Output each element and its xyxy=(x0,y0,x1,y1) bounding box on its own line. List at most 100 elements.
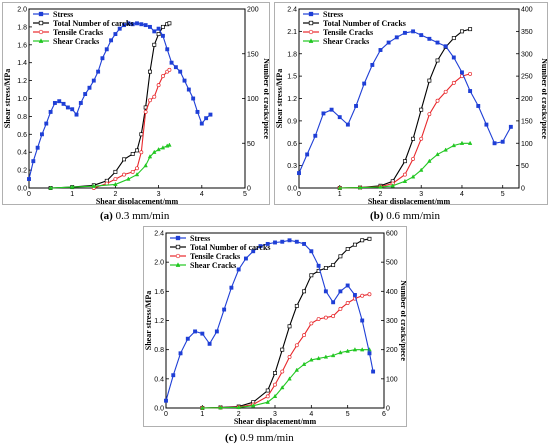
point-c-tensile-cracks-9 xyxy=(302,333,307,338)
point-c-tensile-cracks-15 xyxy=(345,301,350,305)
point-b-stress-21 xyxy=(468,89,473,93)
point-c-stress-7 xyxy=(214,329,219,334)
point-c-tensile-cracks-10 xyxy=(309,321,314,326)
point-a-stress-2 xyxy=(35,145,40,150)
point-b-total-number-of-cracks-8 xyxy=(435,58,440,63)
point-b-stress-14 xyxy=(411,29,416,34)
series-line-b-stress xyxy=(298,30,512,174)
legend-marker-b-0 xyxy=(308,11,314,17)
point-a-stress-29 xyxy=(152,29,157,34)
caption-b-letter: (b) xyxy=(370,210,384,222)
point-b-stress-22 xyxy=(476,104,481,108)
yl-tick-label-a-0: 0.0 xyxy=(17,186,27,193)
point-c-total-number-of-carcks-10 xyxy=(309,273,314,278)
point-a-stress-32 xyxy=(165,47,170,52)
point-b-shear-cracks-8 xyxy=(435,151,440,157)
point-c-shear-cracks-3 xyxy=(250,403,256,408)
series-line-a-total-number-of-carcks xyxy=(50,22,170,189)
point-a-total-number-of-carcks-15 xyxy=(167,21,172,26)
caption-c: (c) 0.9 mm/min xyxy=(225,432,294,444)
yr-tick-label-a-0: 0 xyxy=(247,186,251,193)
point-a-stress-36 xyxy=(182,78,187,83)
point-c-shear-cracks-11 xyxy=(316,355,321,361)
point-c-total-number-of-carcks-17 xyxy=(360,238,365,243)
point-b-total-number-of-cracks-12 xyxy=(468,27,473,32)
point-a-stress-17 xyxy=(100,56,105,61)
point-a-shear-cracks-9 xyxy=(156,146,161,152)
point-a-tensile-cracks-13 xyxy=(167,67,172,72)
point-a-shear-cracks-12 xyxy=(167,142,172,147)
point-b-stress-18 xyxy=(443,44,448,49)
yl-tick-label-c-1: 0.4 xyxy=(154,376,164,383)
yl-tick-label-c-5: 2.0 xyxy=(154,260,164,267)
point-b-total-number-of-cracks-4 xyxy=(402,159,407,164)
legend-marker-a-3 xyxy=(38,38,44,43)
point-c-tensile-cracks-5 xyxy=(273,382,277,387)
point-c-stress-14 xyxy=(265,241,270,246)
point-c-shear-cracks-15 xyxy=(345,348,350,353)
legend-marker-c-1 xyxy=(175,244,181,250)
x-tick-label-a-3: 3 xyxy=(157,191,161,198)
point-c-stress-0 xyxy=(164,398,168,403)
legend-label-c-0: Stress xyxy=(190,234,210,243)
yr-tick-label-a-3: 150 xyxy=(247,51,259,58)
point-a-stress-39 xyxy=(195,109,200,114)
yl-tick-label-b-5: 1.5 xyxy=(287,74,297,81)
point-a-stress-16 xyxy=(96,69,101,74)
point-a-total-number-of-carcks-7 xyxy=(135,148,139,153)
point-b-stress-1 xyxy=(305,152,310,157)
legend-marker-c-2 xyxy=(175,253,181,259)
x-tick-label-c-3: 3 xyxy=(273,411,277,418)
yl-tick-label-a-5: 1.0 xyxy=(17,96,27,103)
point-a-tensile-cracks-4 xyxy=(130,169,135,174)
point-b-tensile-cracks-6 xyxy=(419,136,424,141)
point-a-stress-5 xyxy=(48,109,53,114)
point-c-stress-26 xyxy=(352,293,357,297)
point-c-shear-cracks-8 xyxy=(294,367,300,372)
point-c-total-number-of-carcks-7 xyxy=(287,324,292,329)
point-c-tensile-cracks-12 xyxy=(323,315,328,320)
point-a-stress-9 xyxy=(65,105,70,110)
point-c-stress-8 xyxy=(222,307,227,312)
point-c-total-number-of-carcks-5 xyxy=(273,371,277,375)
point-c-total-number-of-carcks-9 xyxy=(302,289,307,294)
point-c-total-number-of-carcks-16 xyxy=(352,242,357,247)
point-b-stress-13 xyxy=(402,30,407,35)
point-c-stress-27 xyxy=(360,318,365,323)
point-c-total-number-of-carcks-14 xyxy=(338,254,343,259)
chart-panel-c: 0 1 2 3 4 5 6 0.0 0.4 0.8 1.2 1.6 2.0 2.4 0 100 200 300 40… xyxy=(143,226,407,427)
point-c-tensile-cracks-4 xyxy=(265,394,270,399)
point-a-stress-27 xyxy=(143,23,148,28)
yl-tick-label-b-2: 0.6 xyxy=(287,141,297,148)
point-c-stress-11 xyxy=(243,256,248,261)
yr-tick-label-b-5: 250 xyxy=(521,74,533,81)
point-c-total-number-of-carcks-18 xyxy=(367,236,372,241)
point-b-stress-5 xyxy=(337,115,342,120)
yr-tick-label-a-1: 50 xyxy=(247,141,255,148)
yr-tick-label-b-3: 150 xyxy=(521,118,533,125)
point-b-shear-cracks-6 xyxy=(419,167,424,172)
point-c-stress-21 xyxy=(316,263,321,268)
yr-tick-label-b-2: 100 xyxy=(521,141,533,148)
caption-c-letter: (c) xyxy=(225,432,238,444)
point-c-total-number-of-carcks-8 xyxy=(294,303,299,308)
point-b-tensile-cracks-7 xyxy=(427,112,432,117)
point-c-total-number-of-carcks-15 xyxy=(345,247,350,251)
yl-tick-label-a-10: 2.0 xyxy=(17,7,27,14)
point-c-stress-13 xyxy=(258,244,263,249)
point-a-tensile-cracks-7 xyxy=(143,109,148,114)
legend-label-a-0: Stress xyxy=(53,10,73,19)
yl-tick-label-b-1: 0.3 xyxy=(287,163,297,170)
point-b-total-number-of-cracks-10 xyxy=(451,36,456,41)
point-c-total-number-of-carcks-12 xyxy=(323,266,328,270)
point-c-tensile-cracks-14 xyxy=(338,306,343,311)
point-c-shear-cracks-9 xyxy=(301,361,307,366)
x-tick-label-a-2: 2 xyxy=(113,191,117,198)
yl-tick-label-b-3: 0.9 xyxy=(287,118,297,125)
legend-marker-b-3 xyxy=(308,38,314,43)
point-a-stress-10 xyxy=(70,107,75,112)
point-c-stress-16 xyxy=(280,239,285,244)
legend-label-a-1: Total Number of carcks xyxy=(53,19,134,28)
point-a-total-number-of-carcks-12 xyxy=(156,32,161,37)
point-a-tensile-cracks-8 xyxy=(148,98,152,103)
